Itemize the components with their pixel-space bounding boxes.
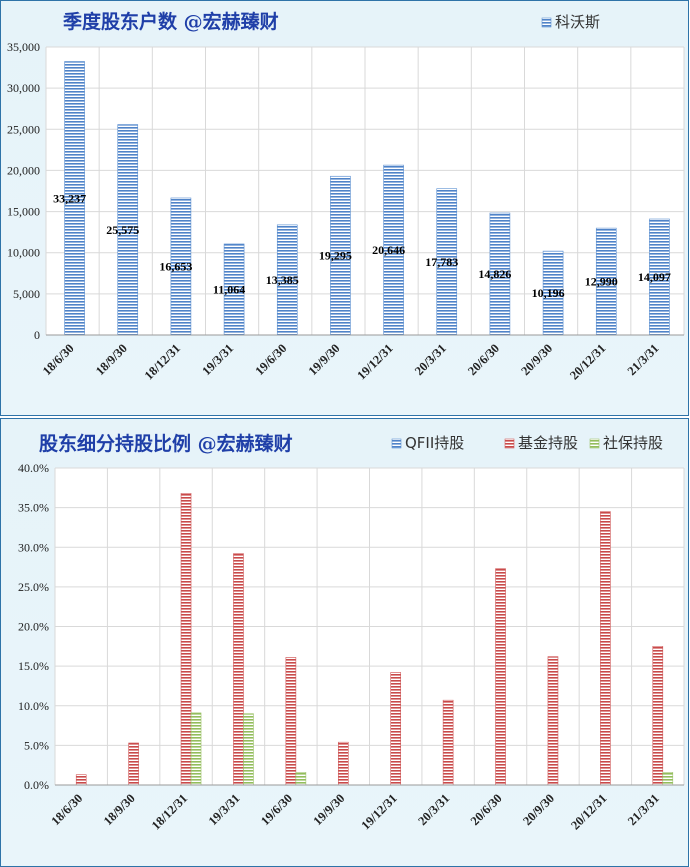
- chart2-bar-1-4: [285, 657, 297, 786]
- chart2-bar-2-2: [190, 712, 202, 786]
- chart2-bar-1-3: [233, 553, 244, 786]
- chart1-data-label: 25,575: [106, 223, 139, 237]
- chart2-x-tick-label: 20/6/30: [468, 791, 505, 828]
- chart2-y-tick-label: 10.0%: [18, 699, 49, 713]
- chart2-bar-1-10: [600, 511, 611, 786]
- chart1-data-label: 14,826: [478, 267, 511, 281]
- chart1-y-tick-label: 5,000: [13, 287, 40, 301]
- chart2-y-tick-label: 15.0%: [18, 659, 49, 673]
- chart2-x-tick-label: 20/3/31: [415, 791, 452, 828]
- chart1-data-label: 17,783: [425, 255, 458, 269]
- chart2-bar-2-3: [243, 713, 254, 786]
- chart1-y-tick-label: 25,000: [7, 122, 40, 136]
- shareholder-count-chart-panel: 季度股东户数 @宏赫臻财 科沃斯 0 5,000 10,000 15,000 20,00…: [0, 0, 689, 416]
- chart1-y-tick-label: 10,000: [7, 246, 40, 260]
- chart1-y-axis: 0 5,000 10,000 15,000 20,000 25,000 30,000 35,0…: [7, 40, 40, 342]
- chart1-data-label: 16,653: [159, 259, 192, 273]
- chart2-y-tick-label: 30.0%: [18, 540, 49, 554]
- chart2-bar-1-2: [180, 493, 192, 786]
- chart2-bar-2-11: [662, 772, 674, 786]
- chart1-data-label: 10,196: [532, 286, 565, 300]
- chart2-x-tick-label: 20/9/30: [520, 791, 557, 828]
- chart1-data-label: 12,990: [585, 275, 618, 289]
- chart2-x-tick-label: 20/12/31: [568, 791, 609, 832]
- chart2-title: 股东细分持股比例 @宏赫臻财: [39, 432, 293, 455]
- chart1-data-label: 11,064: [213, 282, 245, 296]
- chart2-x-tick-label: 18/12/31: [149, 791, 190, 832]
- chart2-x-tick-label: 19/3/31: [206, 791, 243, 828]
- chart1-x-tick-label: 19/9/30: [306, 341, 343, 378]
- chart2-y-tick-label: 0.0%: [24, 778, 49, 792]
- chart1-x-tick-label: 20/3/31: [412, 341, 449, 378]
- chart1-x-axis: 18/6/30 18/9/30 18/12/31 19/3/31 19/6/30 19/9…: [40, 334, 684, 383]
- chart2-legend-label: 社保持股: [603, 434, 663, 452]
- chart1-data-label: 19,295: [319, 249, 352, 263]
- chart1-x-tick-label: 20/9/30: [518, 341, 555, 378]
- chart2-x-tick-label: 18/6/30: [48, 791, 85, 828]
- chart1-x-tick-label: 20/6/30: [465, 341, 502, 378]
- chart2-y-axis: 0.0% 5.0% 10.0% 15.0% 20.0% 25.0% 30.0% 35.0% 40…: [18, 461, 49, 792]
- chart2-bar-1-11: [652, 646, 664, 786]
- chart1-x-tick-label: 20/12/31: [567, 341, 608, 382]
- chart2-x-tick-label: 18/9/30: [101, 791, 138, 828]
- chart2-legend-label: QFII持股: [405, 434, 464, 452]
- chart2-x-tick-label: 19/9/30: [310, 791, 347, 828]
- chart2-bar-1-7: [442, 699, 454, 786]
- chart1-title: 季度股东户数 @宏赫臻财: [63, 10, 279, 33]
- chart1-x-tick-label: 18/9/30: [93, 341, 130, 378]
- chart2-y-tick-label: 5.0%: [24, 738, 49, 752]
- chart1-legend: 科沃斯: [541, 13, 600, 31]
- chart2-bar-1-1: [128, 742, 139, 786]
- chart1-x-tick-label: 21/3/31: [625, 341, 662, 378]
- chart1-x-tick-label: 19/6/30: [252, 341, 289, 378]
- chart1-y-tick-label: 30,000: [7, 81, 40, 95]
- chart1-y-tick-label: 20,000: [7, 163, 40, 177]
- chart2-y-tick-label: 25.0%: [18, 580, 49, 594]
- chart2-bar-1-6: [390, 672, 402, 786]
- chart2-y-tick-label: 20.0%: [18, 620, 49, 634]
- chart2-y-tick-label: 35.0%: [18, 501, 49, 515]
- chart1-data-label: 20,646: [372, 243, 405, 257]
- chart2-x-tick-label: 19/6/30: [258, 791, 295, 828]
- chart1-bars: [64, 61, 670, 336]
- chart1-legend-label: 科沃斯: [555, 13, 600, 31]
- chart2-legend-swatch: [589, 438, 600, 449]
- chart1-x-tick-label: 18/6/30: [40, 341, 77, 378]
- chart1-x-tick-label: 18/12/31: [142, 341, 183, 382]
- chart2-legend-swatch: [504, 438, 515, 449]
- chart2-legend-label: 基金持股: [518, 434, 578, 452]
- chart2-x-axis: 18/6/30 18/9/30 18/12/31 19/3/31 19/6/30 19/9…: [48, 784, 684, 833]
- chart1-x-tick-label: 19/3/31: [199, 341, 236, 378]
- chart1-data-labels: 33,237 25,575 16,653 11,064 13,385 19,295 20,6…: [53, 191, 671, 300]
- chart1-data-label: 33,237: [53, 191, 86, 205]
- shareholder-count-chart: 季度股东户数 @宏赫臻财 科沃斯 0 5,000 10,000 15,000 20,00…: [7, 10, 685, 383]
- chart2-bar-1-9: [547, 656, 559, 786]
- chart1-gridlines: [45, 46, 685, 336]
- chart2-bar-2-4: [295, 772, 307, 786]
- chart1-legend-swatch: [541, 17, 552, 28]
- chart1-y-tick-label: 35,000: [7, 40, 40, 54]
- chart1-y-tick-label: 0: [34, 328, 40, 342]
- chart2-gridlines: [54, 467, 685, 786]
- chart1-data-label: 14,097: [638, 270, 671, 284]
- chart2-legend: QFII持股 基金持股 社保持股: [391, 434, 663, 452]
- chart2-y-tick-label: 40.0%: [18, 461, 49, 475]
- chart2-bar-1-0: [75, 774, 87, 786]
- chart1-x-tick-label: 19/12/31: [354, 341, 395, 382]
- chart2-bar-1-8: [495, 568, 506, 786]
- chart2-x-tick-label: 19/12/31: [358, 791, 399, 832]
- chart1-y-tick-label: 15,000: [7, 205, 40, 219]
- holding-ratio-chart: 股东细分持股比例 @宏赫臻财 QFII持股 基金持股 社保持股 0.0% 5.0% 10…: [18, 432, 685, 833]
- holding-ratio-chart-panel: 股东细分持股比例 @宏赫臻财 QFII持股 基金持股 社保持股 0.0% 5.0% 10…: [0, 418, 689, 867]
- chart2-x-tick-label: 21/3/31: [625, 791, 662, 828]
- chart1-data-label: 13,385: [266, 273, 299, 287]
- chart2-legend-swatch: [391, 438, 402, 449]
- chart2-bar-1-5: [337, 741, 349, 786]
